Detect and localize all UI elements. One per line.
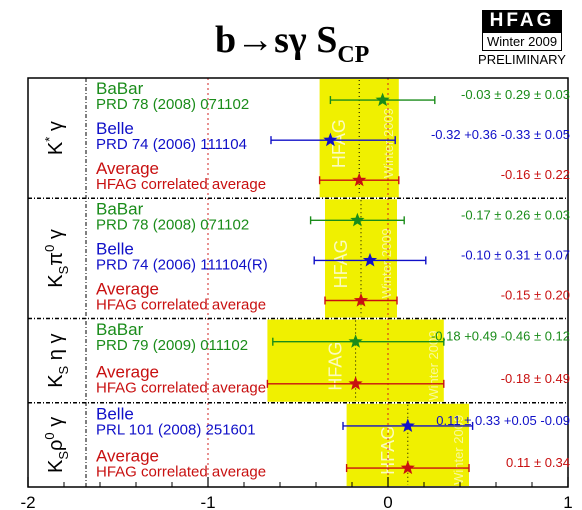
plot-frame xyxy=(27,77,569,488)
result-value-2-1: -0.18 ± 0.49 xyxy=(501,371,570,386)
reference-label-3-0: PRL 101 (2008) 251601 xyxy=(96,421,256,438)
group-label-part: 0 xyxy=(42,432,57,439)
reference-label-2-0: PRD 79 (2009) 011102 xyxy=(96,337,248,354)
result-value-3-1: 0.11 ± 0.34 xyxy=(506,455,570,470)
x-tick-label-0: -2 xyxy=(20,493,35,510)
data-point-star-3-0 xyxy=(400,418,415,432)
group-label-part: 0 xyxy=(42,245,57,252)
result-value-1-0: -0.17 ± 0.26 ± 0.03 xyxy=(461,207,570,222)
chart-title-subscript: CP xyxy=(337,42,369,68)
x-tick-label-1: -1 xyxy=(200,493,215,510)
group-label-part: K xyxy=(45,141,67,155)
data-point-star-1-2 xyxy=(353,293,369,307)
data-point-star-2-1 xyxy=(348,376,363,390)
data-point-star-3-1 xyxy=(400,460,415,475)
logo-name: HFAG xyxy=(482,10,562,32)
group-label-part: K xyxy=(45,274,67,288)
watermark-hfag-3: HFAG xyxy=(378,426,398,475)
result-value-2-0: -0.18 +0.49 -0.46 ± 0.12 xyxy=(431,329,570,344)
experiment-label-1-1: Belle xyxy=(96,239,134,258)
experiment-label-3-1: Average xyxy=(96,447,159,466)
reference-label-1-1: PRD 74 (2006) 111104(R) xyxy=(96,256,268,273)
group-label-2: KS η γ xyxy=(45,334,71,388)
group-label-part: η γ xyxy=(45,334,67,366)
reference-label-0-0: PRD 78 (2008) 071102 xyxy=(96,96,249,113)
watermark-hfag-1: HFAG xyxy=(331,239,351,288)
logo-status: PRELIMINARY xyxy=(478,52,566,67)
group-label-part: γ xyxy=(45,229,67,245)
data-point-star-0-1 xyxy=(323,132,338,147)
reference-label-3-1: HFAG correlated average xyxy=(96,464,266,481)
experiment-label-2-0: BaBar xyxy=(96,320,144,339)
watermark-hfag-0: HFAG xyxy=(329,119,349,168)
group-label-part: ρ xyxy=(45,440,67,451)
data-point-star-0-2 xyxy=(352,172,367,187)
data-point-star-0-0 xyxy=(375,92,390,107)
data-point-star-1-0 xyxy=(350,212,365,227)
group-label-part: γ xyxy=(45,417,67,433)
group-label-0: K* γ xyxy=(42,121,67,155)
data-point-star-1-1 xyxy=(362,252,378,267)
result-value-0-2: -0.16 ± 0.22 xyxy=(501,167,570,182)
result-value-0-1: -0.32 +0.36 -0.33 ± 0.05 xyxy=(431,127,570,142)
group-label-part: K xyxy=(45,459,67,473)
data-point-star-2-0 xyxy=(348,334,363,348)
watermark-winter-1: Winter 2009 xyxy=(379,228,394,298)
group-label-part: S xyxy=(56,265,71,274)
group-label-part: K xyxy=(45,374,67,388)
result-value-1-2: -0.15 ± 0.20 xyxy=(501,288,570,303)
hfag-logo: HFAG Winter 2009 PRELIMINARY xyxy=(472,6,572,70)
experiment-label-2-1: Average xyxy=(96,362,159,381)
group-label-3: KSρ0 γ xyxy=(42,417,71,473)
result-value-1-1: -0.10 ± 0.31 ± 0.07 xyxy=(461,247,570,262)
x-tick-label-2: 0 xyxy=(383,493,392,510)
experiment-label-0-2: Average xyxy=(96,159,159,178)
group-label-part: S xyxy=(56,365,71,374)
reference-label-0-2: HFAG correlated average xyxy=(96,176,266,193)
experiment-label-1-2: Average xyxy=(96,279,159,298)
group-label-part: * xyxy=(42,137,57,142)
reference-label-1-2: HFAG correlated average xyxy=(96,296,266,313)
group-label-part: γ xyxy=(45,121,67,137)
experiment-label-0-1: Belle xyxy=(96,119,134,138)
logo-edition: Winter 2009 xyxy=(482,32,562,51)
experiment-label-3-0: Belle xyxy=(96,404,134,423)
group-label-1: KSπ0 γ xyxy=(42,229,71,288)
result-value-0-0: -0.03 ± 0.29 ± 0.03 xyxy=(461,87,570,102)
reference-label-2-1: HFAG correlated average xyxy=(96,379,266,396)
group-label-part: π xyxy=(45,252,67,266)
result-value-3-0: 0.11 ± 0.33 +0.05 -0.09 xyxy=(436,413,570,428)
reference-label-1-0: PRD 78 (2008) 071102 xyxy=(96,216,249,233)
watermark-hfag-2: HFAG xyxy=(326,342,346,391)
group-label-part: S xyxy=(56,451,71,460)
experiment-label-1-0: BaBar xyxy=(96,199,144,218)
experiment-label-0-0: BaBar xyxy=(96,79,144,98)
x-tick-label-3: 1 xyxy=(563,493,572,510)
chart-title: b→sγ SCP xyxy=(215,19,369,68)
reference-label-0-1: PRD 74 (2006) 111104 xyxy=(96,136,247,153)
